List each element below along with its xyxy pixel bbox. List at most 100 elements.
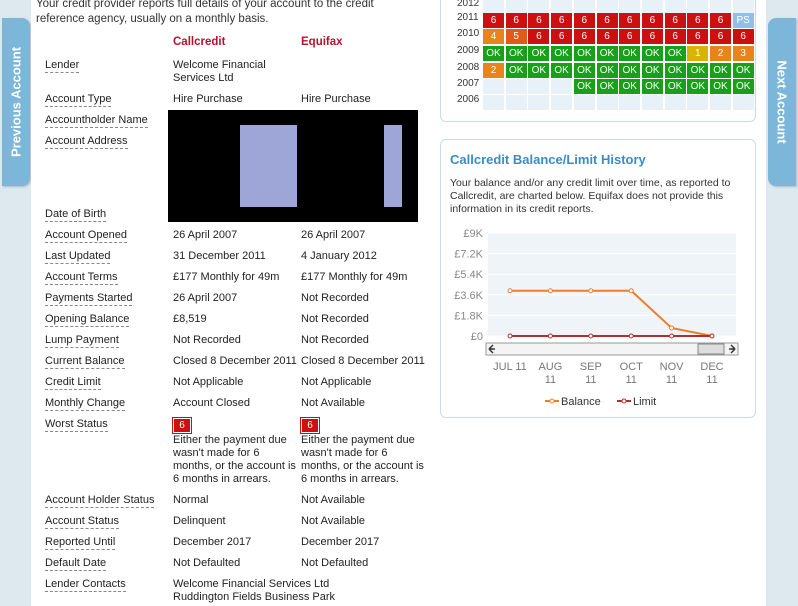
history-cell: 6 xyxy=(528,29,550,44)
history-cell: 6 xyxy=(732,29,754,44)
row-label[interactable]: Monthly Change xyxy=(45,397,126,411)
row-label[interactable]: Current Balance xyxy=(45,355,125,369)
year-label: 2012 xyxy=(457,0,480,9)
row-value-equifax: 4 January 2012 xyxy=(301,250,377,262)
row-label[interactable]: Default Date xyxy=(45,557,107,571)
intro-text: Your credit provider reports full detail… xyxy=(36,0,374,25)
history-cell: OK xyxy=(596,63,618,78)
history-cell: OK xyxy=(551,46,573,61)
row-value-callcredit: Closed 8 December 2011 xyxy=(173,355,297,367)
row-value-callcredit: December 2017 xyxy=(173,536,252,548)
row-label[interactable]: Worst Status xyxy=(45,418,108,432)
row-label[interactable]: Account Type xyxy=(45,93,112,107)
row-value-equifax: Not Recorded xyxy=(301,292,369,304)
history-cell: OK xyxy=(619,46,641,61)
history-cell xyxy=(732,0,754,14)
history-cell xyxy=(528,95,550,110)
history-cell xyxy=(687,95,709,110)
history-cell xyxy=(528,79,550,94)
history-cell: OK xyxy=(664,63,686,78)
previous-account-label: Previous Account xyxy=(8,46,24,158)
history-cell xyxy=(551,0,573,14)
row-label[interactable]: Opening Balance xyxy=(45,313,130,327)
callcredit-column-header: Callcredit xyxy=(173,36,226,48)
history-cell: OK xyxy=(710,63,731,78)
history-cell xyxy=(505,95,527,110)
history-cell: 2 xyxy=(483,63,504,78)
next-account-tab[interactable]: Next Account xyxy=(768,18,796,186)
row-value-equifax: Not Recorded xyxy=(301,313,369,325)
history-cell: 6 xyxy=(573,13,595,28)
history-cell: OK xyxy=(687,79,709,94)
history-cell xyxy=(505,0,527,14)
year-label: 2009 xyxy=(457,45,480,56)
row-label[interactable]: Payments Started xyxy=(45,292,133,306)
history-cell: 6 xyxy=(551,13,573,28)
row-value-equifax: 26 April 2007 xyxy=(301,229,366,241)
row-value-callcredit: Not Applicable xyxy=(173,376,244,388)
history-cell xyxy=(596,95,618,110)
history-cell xyxy=(732,95,754,110)
previous-account-tab[interactable]: Previous Account xyxy=(2,18,30,186)
history-cell: OK xyxy=(596,79,618,94)
row-value-equifax: Hire Purchase xyxy=(301,93,371,105)
row-value-callcredit: £177 Monthly for 49m xyxy=(173,271,280,283)
row-label[interactable]: Account Terms xyxy=(45,271,118,285)
history-cell xyxy=(664,0,686,14)
history-cell xyxy=(687,0,709,14)
row-value-callcredit: £8,519 xyxy=(173,313,207,325)
redaction-bar xyxy=(240,125,297,207)
row-value-equifax: Not Available xyxy=(301,515,366,527)
row-value-callcredit: Delinquent xyxy=(173,515,226,527)
row-value-equifax: Closed 8 December 2011 xyxy=(301,355,425,367)
row-label[interactable]: Lump Payment xyxy=(45,334,119,348)
history-cell xyxy=(528,0,550,14)
row-label[interactable]: Lender xyxy=(45,59,80,73)
history-cell: OK xyxy=(551,63,573,78)
row-label[interactable]: Account Address xyxy=(45,135,128,149)
row-value-callcredit: Normal xyxy=(173,494,209,506)
row-value: Either the payment due wasn't made for 6… xyxy=(173,434,296,485)
history-cell: 1 xyxy=(687,46,709,61)
history-cell: OK xyxy=(664,79,686,94)
history-cell: 6 xyxy=(483,13,504,28)
lender-contact-line2: Ruddington Fields Business Park xyxy=(173,591,336,603)
row-value-callcredit: 26 April 2007 xyxy=(173,229,238,241)
history-cell: 6 xyxy=(710,29,731,44)
worst-status-badge-equifax: 6 xyxy=(300,417,320,434)
history-cell xyxy=(483,0,504,14)
history-cell: OK xyxy=(664,46,686,61)
history-cell: 6 xyxy=(596,29,618,44)
history-cell: 6 xyxy=(710,13,731,28)
row-value: Either the payment due wasn't made for 6… xyxy=(301,434,424,485)
row-label[interactable]: Lender Contacts xyxy=(45,578,126,592)
row-value-equifax: Not Defaulted xyxy=(301,557,369,569)
history-cell: 6 xyxy=(573,29,595,44)
row-value-callcredit: 26 April 2007 xyxy=(173,292,238,304)
history-cell: 6 xyxy=(528,13,550,28)
row-label[interactable]: Credit Limit xyxy=(45,376,101,390)
history-cell: OK xyxy=(573,46,595,61)
year-label: 2008 xyxy=(457,62,480,73)
row-value-equifax: Not Recorded xyxy=(301,334,369,346)
row-value-callcredit: Welcome Financial Services Ltd xyxy=(173,578,330,590)
row-label[interactable]: Accountholder Name xyxy=(45,114,148,128)
history-cell: 6 xyxy=(664,29,686,44)
history-cell: 6 xyxy=(687,29,709,44)
history-cell: 6 xyxy=(687,13,709,28)
row-label[interactable]: Account Status xyxy=(45,515,119,529)
history-cell: OK xyxy=(732,63,754,78)
row-label[interactable]: Reported Until xyxy=(45,536,116,550)
row-label[interactable]: Date of Birth xyxy=(45,208,107,222)
row-label[interactable]: Last Updated xyxy=(45,250,111,264)
row-label[interactable]: Account Opened xyxy=(45,229,127,243)
history-cell: 6 xyxy=(505,13,527,28)
year-label: 2007 xyxy=(457,78,480,89)
history-cell: OK xyxy=(528,63,550,78)
history-cell: OK xyxy=(641,63,663,78)
year-label: 2011 xyxy=(457,12,479,23)
history-cell xyxy=(619,95,641,110)
history-cell xyxy=(710,0,731,14)
row-label[interactable]: Account Holder Status xyxy=(45,494,155,508)
history-cell: OK xyxy=(619,79,641,94)
